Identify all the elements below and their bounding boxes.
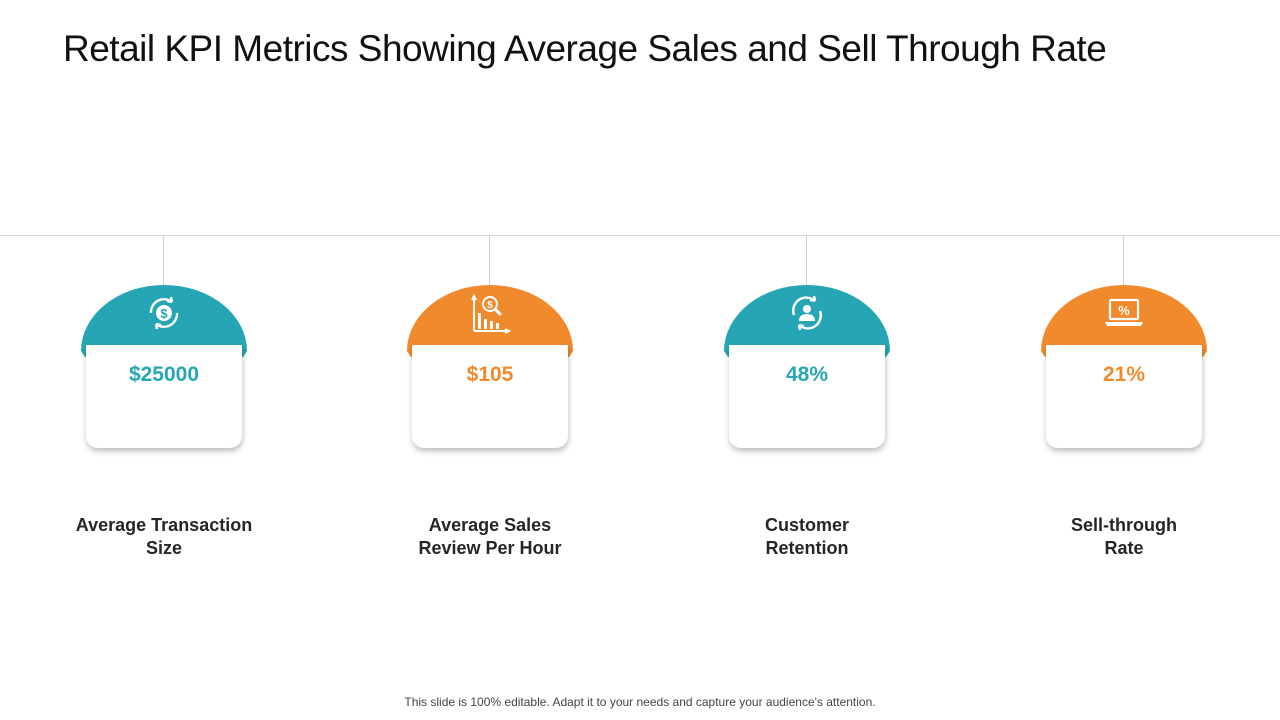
kpi-value-card [1046, 345, 1202, 448]
kpi-label: Sell-through Rate [999, 514, 1249, 560]
kpi-label-line-2: Size [145, 538, 183, 558]
connector-line [1123, 235, 1124, 285]
customer-refresh-icon [785, 291, 829, 335]
laptop-percent-icon: % [1102, 291, 1146, 335]
kpi-label-line-1: Sell-through [1071, 515, 1177, 535]
dollar-refresh-icon: $ [142, 291, 186, 335]
kpi-value-card [86, 345, 242, 448]
kpi-label-line-1: Average Sales [428, 515, 552, 535]
kpi-dome [79, 285, 249, 365]
kpi-value: 21% [1102, 363, 1146, 386]
kpi-label: Customer Retention [682, 514, 932, 560]
kpi-label-line-2: Rate [1104, 538, 1144, 558]
svg-text:$: $ [487, 300, 493, 311]
kpi-value: 48% [785, 363, 829, 386]
kpi-value-card [412, 345, 568, 448]
connector-line [163, 235, 164, 285]
footer-note: This slide is 100% editable. Adapt it to… [404, 695, 876, 709]
sales-chart-magnifier-icon: $ [468, 291, 512, 335]
kpi-label-line-2: Retention [765, 538, 849, 558]
kpi-label-line-2: Review Per Hour [418, 538, 562, 558]
svg-text:%: % [1118, 303, 1130, 318]
divider-line [0, 235, 1280, 236]
connector-line [489, 235, 490, 285]
kpi-dome [722, 285, 892, 365]
kpi-value: $105 [466, 363, 514, 386]
kpi-label: Average Sales Review Per Hour [365, 514, 615, 560]
connector-line [806, 235, 807, 285]
svg-text:$: $ [160, 306, 168, 321]
page-title: Retail KPI Metrics Showing Average Sales… [63, 28, 1107, 69]
kpi-dome [1039, 285, 1209, 365]
kpi-value: $25000 [128, 363, 200, 386]
kpi-label-line-1: Average Transaction [75, 515, 253, 535]
kpi-label-line-1: Customer [764, 515, 849, 535]
kpi-value-card [729, 345, 885, 448]
kpi-label: Average Transaction Size [39, 514, 289, 560]
